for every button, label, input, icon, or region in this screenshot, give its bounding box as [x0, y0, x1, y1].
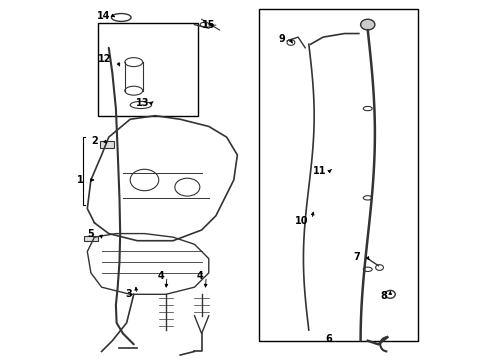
Text: 11: 11 — [312, 166, 325, 176]
Text: 1: 1 — [77, 175, 83, 185]
Text: 15: 15 — [202, 19, 215, 30]
Text: 9: 9 — [278, 34, 285, 44]
Bar — [98, 23, 198, 116]
Text: 10: 10 — [294, 216, 308, 226]
Bar — [100, 141, 114, 148]
Text: 4: 4 — [157, 271, 163, 282]
Text: 14: 14 — [97, 11, 110, 21]
Text: 13: 13 — [136, 98, 149, 108]
Bar — [83, 236, 98, 241]
Text: 8: 8 — [380, 291, 386, 301]
Text: 5: 5 — [87, 229, 93, 239]
Ellipse shape — [360, 19, 374, 30]
Text: 2: 2 — [91, 136, 98, 146]
Text: 4: 4 — [196, 271, 203, 282]
Text: 7: 7 — [353, 252, 360, 262]
Bar — [258, 9, 417, 341]
Text: 3: 3 — [125, 289, 131, 299]
Text: 6: 6 — [325, 334, 331, 344]
Text: 12: 12 — [98, 54, 112, 64]
